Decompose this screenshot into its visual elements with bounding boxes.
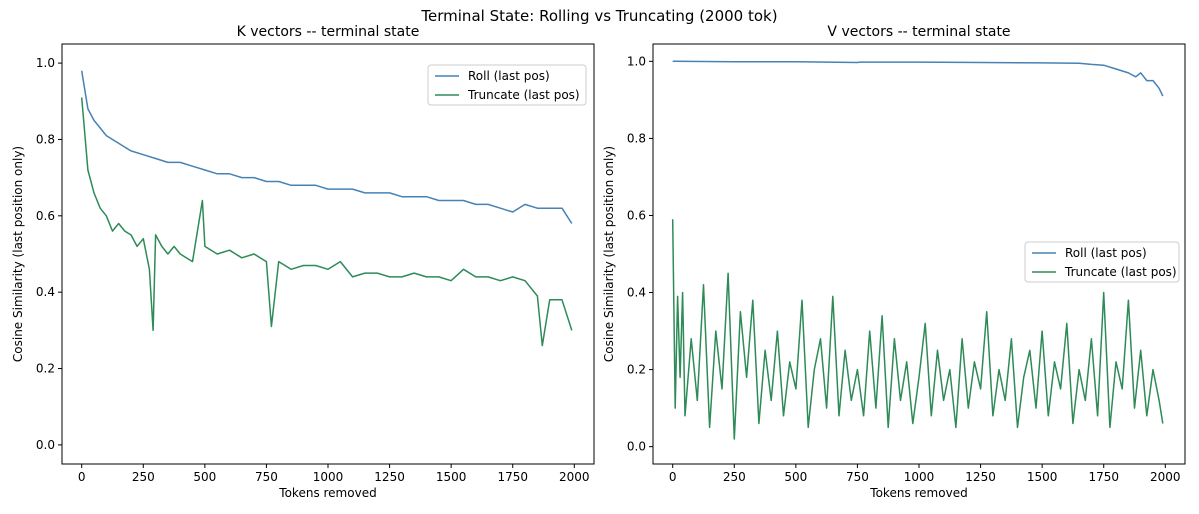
legend: Roll (last pos) Truncate (last pos) xyxy=(1024,241,1180,283)
x-tick-label: 0 xyxy=(78,470,86,484)
x-tick-label: 0 xyxy=(669,470,677,484)
x-tick-label: 250 xyxy=(723,470,746,484)
y-tick-label: 0.2 xyxy=(627,363,646,377)
y-axis-label: Cosine Similarity (last position only) xyxy=(602,146,616,362)
series-line-roll xyxy=(672,60,1164,97)
y-tick-label: 0.4 xyxy=(627,286,646,300)
y-tick-label: 0.0 xyxy=(627,440,646,454)
x-tick-label: 750 xyxy=(846,470,869,484)
x-tick-label: 1250 xyxy=(374,470,405,484)
y-tick-label: 0.8 xyxy=(627,131,646,145)
legend-box xyxy=(1024,241,1180,283)
x-tick-label: 250 xyxy=(132,470,155,484)
x-tick-label: 1500 xyxy=(436,470,467,484)
legend-box xyxy=(427,64,587,106)
y-tick-label: 0.6 xyxy=(36,209,55,223)
x-tick-label: 1250 xyxy=(965,470,996,484)
figure-suptitle: Terminal State: Rolling vs Truncating (2… xyxy=(420,7,777,25)
x-tick-label: 1000 xyxy=(313,470,344,484)
panel-title: V vectors -- terminal state xyxy=(827,24,1010,40)
x-tick-label: 500 xyxy=(193,470,216,484)
x-tick-label: 1500 xyxy=(1027,470,1058,484)
x-tick-label: 750 xyxy=(255,470,278,484)
y-tick-label: 1.0 xyxy=(627,54,646,68)
x-tick-label: 1750 xyxy=(497,470,528,484)
y-axis-label: Cosine Similarity (last position only) xyxy=(11,146,25,362)
legend: Roll (last pos) Truncate (last pos) xyxy=(427,64,587,106)
y-tick-label: 0.2 xyxy=(36,362,55,376)
panel-title: K vectors -- terminal state xyxy=(237,24,420,40)
x-tick-label: 500 xyxy=(784,470,807,484)
x-tick-label: 2000 xyxy=(559,470,590,484)
x-tick-label: 2000 xyxy=(1150,470,1181,484)
y-tick-label: 1.0 xyxy=(36,56,55,70)
series-line-truncate xyxy=(671,219,1164,440)
y-tick-label: 0.0 xyxy=(36,438,55,452)
series-line-roll xyxy=(80,70,573,224)
legend-entry-label: Roll (last pos) xyxy=(1065,246,1147,260)
x-axis-label: Tokens removed xyxy=(869,486,967,500)
x-tick-label: 1000 xyxy=(904,470,935,484)
series-line-truncate xyxy=(80,97,573,347)
legend-entry-label: Roll (last pos) xyxy=(468,69,550,83)
x-tick-label: 1750 xyxy=(1088,470,1119,484)
y-tick-label: 0.8 xyxy=(36,132,55,146)
y-tick-label: 0.4 xyxy=(36,285,55,299)
legend-entry-label: Truncate (last pos) xyxy=(1064,265,1177,279)
legend-entry-label: Truncate (last pos) xyxy=(467,88,580,102)
x-axis-label: Tokens removed xyxy=(278,486,376,500)
panel-v-vectors: V vectors -- terminal state 0 250 500 750 100… xyxy=(602,24,1186,500)
y-tick-label: 0.6 xyxy=(627,208,646,222)
panel-k-vectors: K vectors -- terminal state 0 250 500 750 100… xyxy=(11,24,595,500)
